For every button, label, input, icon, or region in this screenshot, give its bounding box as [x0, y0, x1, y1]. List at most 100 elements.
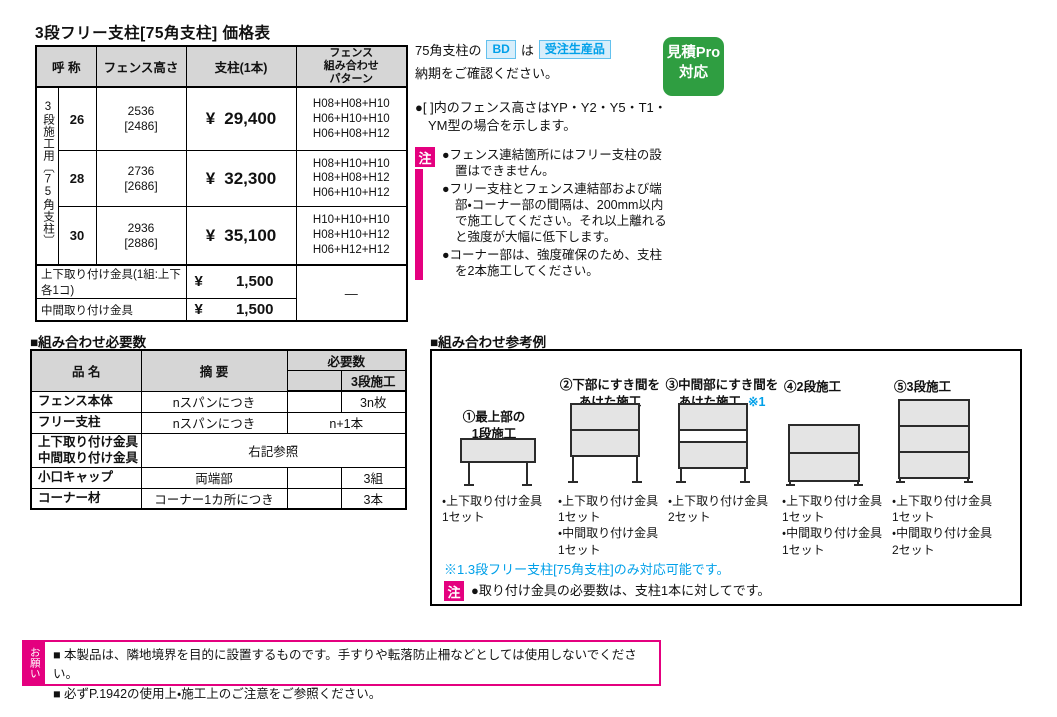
qty-cell: 3組: [340, 466, 407, 489]
post-legs: [568, 457, 642, 483]
fence-height-cell: 2536 [2486]: [95, 86, 187, 152]
fence-panel: [898, 451, 970, 479]
price-cell: ¥32,300: [185, 150, 297, 208]
group-label-cell: 3段施工用〔75角支柱〕: [35, 86, 59, 266]
table-row: 上下取り付け金具 中間取り付け金具 右記参照: [30, 432, 407, 468]
delivery-note: 納期をご確認ください。: [415, 66, 559, 81]
bd-prefix: 75角支柱の: [415, 43, 482, 58]
estimate-pro-line1: 見積Pro: [666, 45, 721, 61]
diagram-3-figure: [676, 403, 750, 483]
caution-badge: 注: [444, 581, 464, 601]
fence-panel: [678, 403, 748, 431]
price-cell: ¥1,500: [185, 263, 297, 299]
col-header-qty: 必要数: [286, 349, 407, 371]
request-line: ■ 本製品は、隣地境界を目的に設置するものです。手すりや転落防止柵などとしては使…: [53, 648, 637, 682]
page-title: 3段フリー支柱[75角支柱] 価格表: [35, 25, 271, 42]
caution-text: ●取り付け金具の必要数は、支柱1本に対してです。: [471, 583, 771, 598]
caution-badge: 注: [415, 147, 435, 168]
qty-cell: [286, 487, 342, 510]
quantity-table: 品 名 摘 要 必要数 3段施工 フェンス本体 nスパンにつき 3n枚 フリー支…: [30, 349, 408, 510]
item-name-cell: フェンス本体: [30, 390, 142, 413]
estimate-pro-badge: 見積Pro 対応: [663, 37, 724, 96]
table-row: フリー支柱 nスパンにつき n+1本: [30, 411, 407, 434]
fence-height-cell: 2936 [2886]: [95, 206, 187, 266]
caution-block: 注 ●フェンス連結箇所にはフリー支柱の設置はできません。 ●フリー支柱とフェンス…: [415, 147, 667, 281]
example-section-title: ■組み合わせ参考例: [430, 335, 547, 350]
made-to-order-badge: 受注生産品: [538, 40, 611, 59]
dash-cell: —: [295, 263, 408, 322]
col-header-post-price: 支柱(1本): [185, 45, 297, 88]
qty-cell: [286, 466, 342, 489]
caution-item: ●コーナー部は、強度確保のため、支柱を2本施工してください。: [442, 247, 663, 278]
diagram-2-caption: ・上下取り付け金具 1セット ・中間取り付け金具 1セット: [558, 494, 659, 557]
caution-list: ●フェンス連結箇所にはフリー支柱の設置はできません。 ●フリー支柱とフェンス連結…: [442, 147, 667, 280]
price-cell: ¥1,500: [185, 297, 297, 322]
post-feet: [786, 482, 863, 486]
bd-note-line: 75角支柱の BD は 受注生産品: [415, 40, 667, 59]
fence-panel: [788, 452, 860, 482]
diagram-1-caption: ・上下取り付け金具 1セット: [442, 494, 543, 525]
item-name-cell: 上下取り付け金具 中間取り付け金具: [30, 432, 142, 468]
example-caution: 注 ●取り付け金具の必要数は、支柱1本に対してです。: [444, 581, 770, 601]
diagram-4-caption: ・上下取り付け金具 1セット ・中間取り付け金具 1セット: [782, 494, 883, 557]
col-header-fence-height: フェンス高さ: [95, 45, 187, 88]
pattern-cell: H08+H10+H10 H08+H08+H12 H06+H10+H12: [295, 150, 408, 208]
diagram-1-title: ①最上部の 1段施工: [462, 410, 526, 441]
caution-bar: [415, 169, 423, 281]
caution-item: ●フリー支柱とフェンス連結部および端部・コーナー部の間隔は、200mm以内で施工…: [442, 181, 667, 245]
desc-cell: nスパンにつき: [140, 390, 288, 413]
table-row: 30 2936 [2886] ¥35,100 H10+H10+H10 H08+H10…: [36, 206, 408, 266]
caution-rail: 注: [415, 147, 435, 281]
col-header-item: 品 名: [30, 349, 142, 392]
diagram-4-title: ④2段施工: [784, 380, 841, 394]
estimate-pro-line2: 対応: [679, 65, 708, 82]
quantity-header-row: 品 名 摘 要 必要数: [30, 349, 407, 392]
col-header-name: 呼 称: [35, 45, 97, 88]
diagram-5-figure: [896, 399, 973, 483]
request-box: お願い ■ 本製品は、隣地境界を目的に設置するものです。手すりや転落防止柵などと…: [22, 640, 661, 701]
desc-cell: 右記参照: [140, 432, 407, 468]
post-legs: [676, 469, 750, 483]
fence-panel: [898, 425, 970, 453]
price-table-header-row: 呼 称 フェンス高さ 支柱(1本) フェンス 組み合わせ パターン: [35, 45, 408, 88]
diagram-3-caption: ・上下取り付け金具 2セット: [668, 494, 769, 525]
item-name-cell: 小口キャップ: [30, 466, 142, 489]
request-body: ■ 本製品は、隣地境界を目的に設置するものです。手すりや転落防止柵などとしては使…: [45, 642, 659, 701]
fence-panel: [788, 424, 860, 454]
diagram-2-figure: [568, 403, 642, 483]
table-row: 3段施工用〔75角支柱〕 26 2536 [2486] ¥29,400 H08+H…: [35, 86, 408, 266]
table-row: フェンス本体 nスパンにつき 3n枚: [30, 390, 407, 413]
pattern-cell: H08+H08+H10 H06+H10+H10 H06+H08+H12: [295, 86, 408, 152]
example-footnote: ※1.3段フリー支柱[75角支柱]のみ対応可能です。: [444, 562, 730, 577]
size-cell: 28: [57, 150, 97, 208]
bracket-middle-label: 中間取り付け金具: [35, 297, 187, 322]
table-row: 28 2736 [2686] ¥32,300 H08+H10+H10 H08+H08…: [36, 150, 408, 208]
diagram-5-title: ⑤3段施工: [894, 380, 951, 394]
fence-panel: [898, 399, 970, 427]
qty-cell: n+1本: [286, 411, 407, 434]
post-feet: [896, 479, 973, 483]
bracket-upper-lower-label: 上下取り付け金具(1組:上下各1コ): [35, 263, 187, 299]
desc-cell: nスパンにつき: [140, 411, 288, 434]
table-row: 上下取り付け金具(1組:上下各1コ) ¥1,500 —: [35, 263, 408, 322]
bd-middle: は: [520, 43, 534, 58]
qty-cell: 3n枚: [340, 390, 407, 413]
col-subheader-3tier: 3段施工: [340, 370, 407, 392]
post-legs: [460, 463, 536, 486]
diagram-1-figure: [460, 438, 536, 486]
footnote-ref: ※1: [748, 394, 766, 409]
desc-cell: コーナー1カ所につき: [140, 487, 288, 510]
qty-cell: [286, 390, 342, 413]
example-box: ①最上部の 1段施工 ・上下取り付け金具 1セット ②下部にすき間を あけた施工…: [430, 349, 1022, 606]
request-label: お願い: [24, 642, 45, 684]
table-row: 小口キャップ 両端部 3組: [30, 466, 407, 489]
price-cell: ¥35,100: [185, 206, 297, 266]
col-header-desc: 摘 要: [140, 349, 288, 392]
item-name-cell: フリー支柱: [30, 411, 142, 434]
fence-panel: [570, 403, 640, 431]
panel-gap: [678, 431, 748, 443]
table-row: 中間取り付け金具 ¥1,500: [35, 297, 407, 322]
bd-badge: BD: [486, 40, 516, 59]
table-row: コーナー材 コーナー1カ所につき 3本: [30, 487, 407, 510]
